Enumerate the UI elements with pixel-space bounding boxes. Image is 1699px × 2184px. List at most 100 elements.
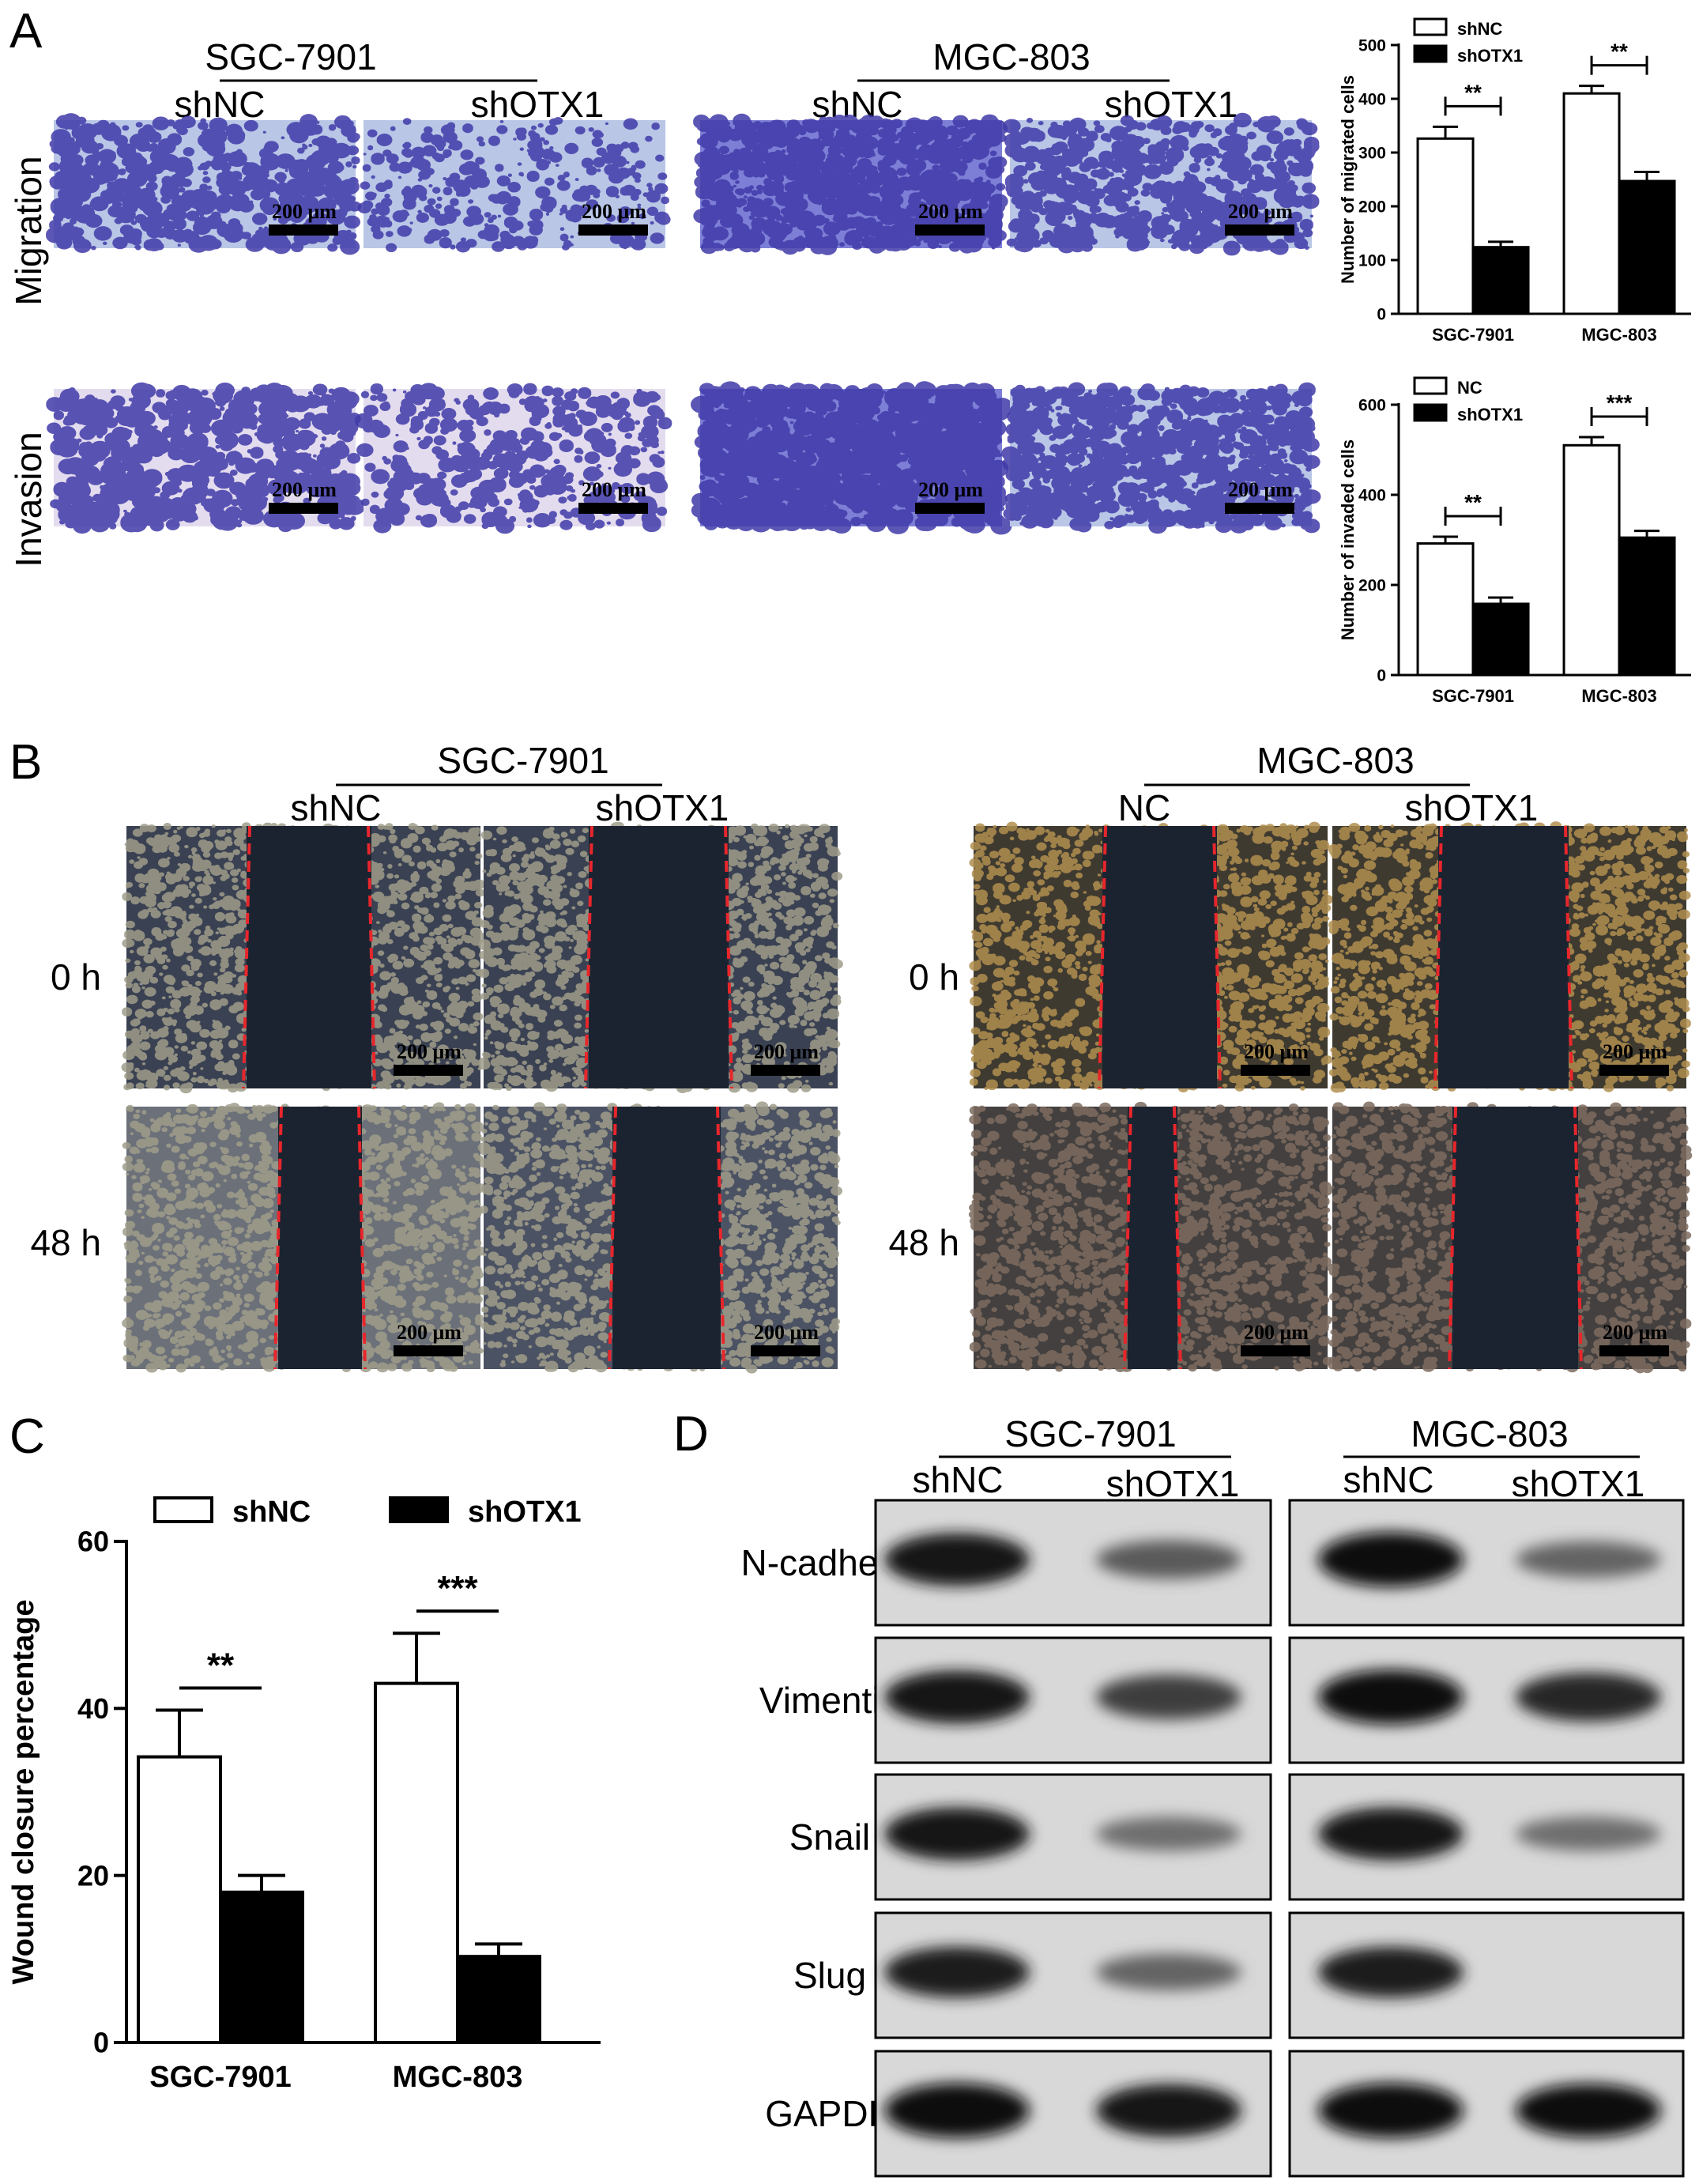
panel-b-letter: B xyxy=(9,735,42,790)
protein-band xyxy=(884,1807,1030,1861)
wound-edge-line xyxy=(242,825,251,1089)
legend-swatch xyxy=(389,1496,449,1523)
scale-bar xyxy=(578,503,648,514)
stained-cells xyxy=(1001,382,1321,534)
y-tick-label: 0 xyxy=(1377,305,1386,323)
y-axis-label: Number of migrated cells xyxy=(1338,75,1358,284)
scale-bar-label: 200 μm xyxy=(1603,1321,1667,1344)
wound-edge-line xyxy=(273,1106,283,1370)
scale-bar xyxy=(1241,1345,1310,1356)
wound-edge-line xyxy=(357,1106,367,1370)
scale-bar xyxy=(269,503,338,514)
scale-bar xyxy=(1225,503,1294,514)
significance-stars: *** xyxy=(437,1569,478,1608)
protein-band xyxy=(1096,1540,1241,1579)
wound-edge-line xyxy=(608,1106,617,1370)
wound-gap xyxy=(1438,826,1569,1088)
y-tick-label: 300 xyxy=(1358,144,1386,162)
panel-a-letter: A xyxy=(9,4,43,58)
wound-gap xyxy=(1102,826,1217,1088)
wound-edge-line xyxy=(1098,825,1107,1089)
stained-cells xyxy=(1002,112,1320,256)
bar xyxy=(137,1755,222,2045)
legend-label: shNC xyxy=(1457,19,1503,39)
scale-bar-label: 200 μm xyxy=(1603,1040,1667,1063)
panel-d-group-title-sgc: SGC-7901 xyxy=(1004,1413,1176,1454)
protein-band xyxy=(884,1946,1030,1998)
y-axis-label: Wound closure percentage xyxy=(7,1599,40,1984)
scale-bar xyxy=(1225,224,1294,236)
scale-bar-label: 200 μm xyxy=(754,1321,819,1344)
stained-cells xyxy=(1327,1101,1693,1374)
scale-bar xyxy=(578,224,648,236)
wound-gap xyxy=(612,1107,721,1369)
y-tick-label: 500 xyxy=(1358,36,1386,55)
y-tick-label: 200 xyxy=(1358,198,1386,216)
scale-bar xyxy=(1599,1065,1669,1076)
stained-cells xyxy=(477,1101,843,1374)
migration-bar-chart: 0 100 200 300 400 500 Number of migrated cells… xyxy=(1338,17,1691,345)
row-label-invasion: Invasion xyxy=(8,432,49,567)
bar xyxy=(1618,179,1676,315)
panel-b-group-title-mgc: MGC-803 xyxy=(1256,740,1414,781)
scale-bar xyxy=(394,1345,463,1356)
wound-edge-line xyxy=(1573,1106,1583,1370)
significance-stars: ** xyxy=(207,1646,235,1684)
scale-bar-label: 200 μm xyxy=(582,200,646,223)
row-label-migration: Migration xyxy=(8,156,49,305)
bar xyxy=(1618,536,1676,677)
wound-edge-line xyxy=(1123,1106,1132,1370)
y-tick-label: 60 xyxy=(77,1526,109,1558)
scale-bar xyxy=(915,503,985,514)
stained-cells xyxy=(355,383,672,534)
stained-cells xyxy=(122,1102,487,1373)
protein-band xyxy=(1096,1954,1241,1990)
bar xyxy=(1471,246,1530,315)
scale-bar-label: 200 μm xyxy=(918,200,983,223)
stained-cells xyxy=(691,381,1013,535)
timepoint-label: 0 h xyxy=(909,956,959,998)
significance-stars: ** xyxy=(1610,40,1628,64)
protein-band xyxy=(884,2083,1030,2138)
transwell-micrograph-grid: 200 μm 200 μm 200 μm 200 μm 200 μm 200 μm 200 … xyxy=(46,112,1321,535)
wound-edge-line xyxy=(1173,1106,1182,1370)
significance-stars: ** xyxy=(1464,490,1482,515)
x-category-label: SGC-7901 xyxy=(1432,325,1514,345)
panel-c-letter: C xyxy=(9,1409,45,1464)
x-category-label: MGC-803 xyxy=(393,2061,523,2094)
scale-bar-label: 200 μm xyxy=(272,478,337,501)
bar xyxy=(456,1955,541,2044)
y-tick-label: 20 xyxy=(77,1859,109,1892)
scale-bar-label: 200 μm xyxy=(397,1040,461,1063)
legend-label: shOTX1 xyxy=(1457,405,1523,424)
stained-cells xyxy=(46,382,366,534)
legend-label: shNC xyxy=(232,1496,311,1529)
wound-edge-line xyxy=(724,825,733,1089)
condition-label: shNC xyxy=(1343,1459,1433,1500)
stained-cells xyxy=(693,113,1008,255)
wound-edge-line xyxy=(1212,825,1222,1089)
panel-d-letter: D xyxy=(673,1407,709,1462)
protein-band xyxy=(1096,2084,1241,2137)
scale-bar-label: 200 μm xyxy=(1244,1321,1309,1344)
protein-band xyxy=(884,1670,1030,1724)
panel-d-group-title-mgc: MGC-803 xyxy=(1411,1413,1568,1454)
scale-bar xyxy=(1599,1345,1669,1356)
scale-bar xyxy=(1241,1065,1310,1076)
protein-band xyxy=(1318,2083,1464,2138)
protein-band xyxy=(1318,1946,1464,1998)
x-category-label: SGC-7901 xyxy=(149,2061,292,2094)
timepoint-label: 48 h xyxy=(888,1222,959,1263)
x-category-label: MGC-803 xyxy=(1581,686,1656,706)
panel-d: D SGC-7901 shNC shOTX1 MGC-803 shNC shOT… xyxy=(673,1407,1685,2178)
x-category-label: SGC-7901 xyxy=(1432,686,1514,706)
legend-swatch xyxy=(1413,376,1448,395)
legend-swatch xyxy=(1413,17,1448,36)
wound-gap xyxy=(1452,1107,1578,1369)
protein-band xyxy=(884,1533,1030,1586)
legend-swatch xyxy=(1413,403,1448,422)
bar xyxy=(1471,602,1530,677)
panel-b-group-title-sgc: SGC-7901 xyxy=(437,740,608,781)
significance-stars: *** xyxy=(1607,390,1633,415)
bar xyxy=(1416,137,1475,315)
